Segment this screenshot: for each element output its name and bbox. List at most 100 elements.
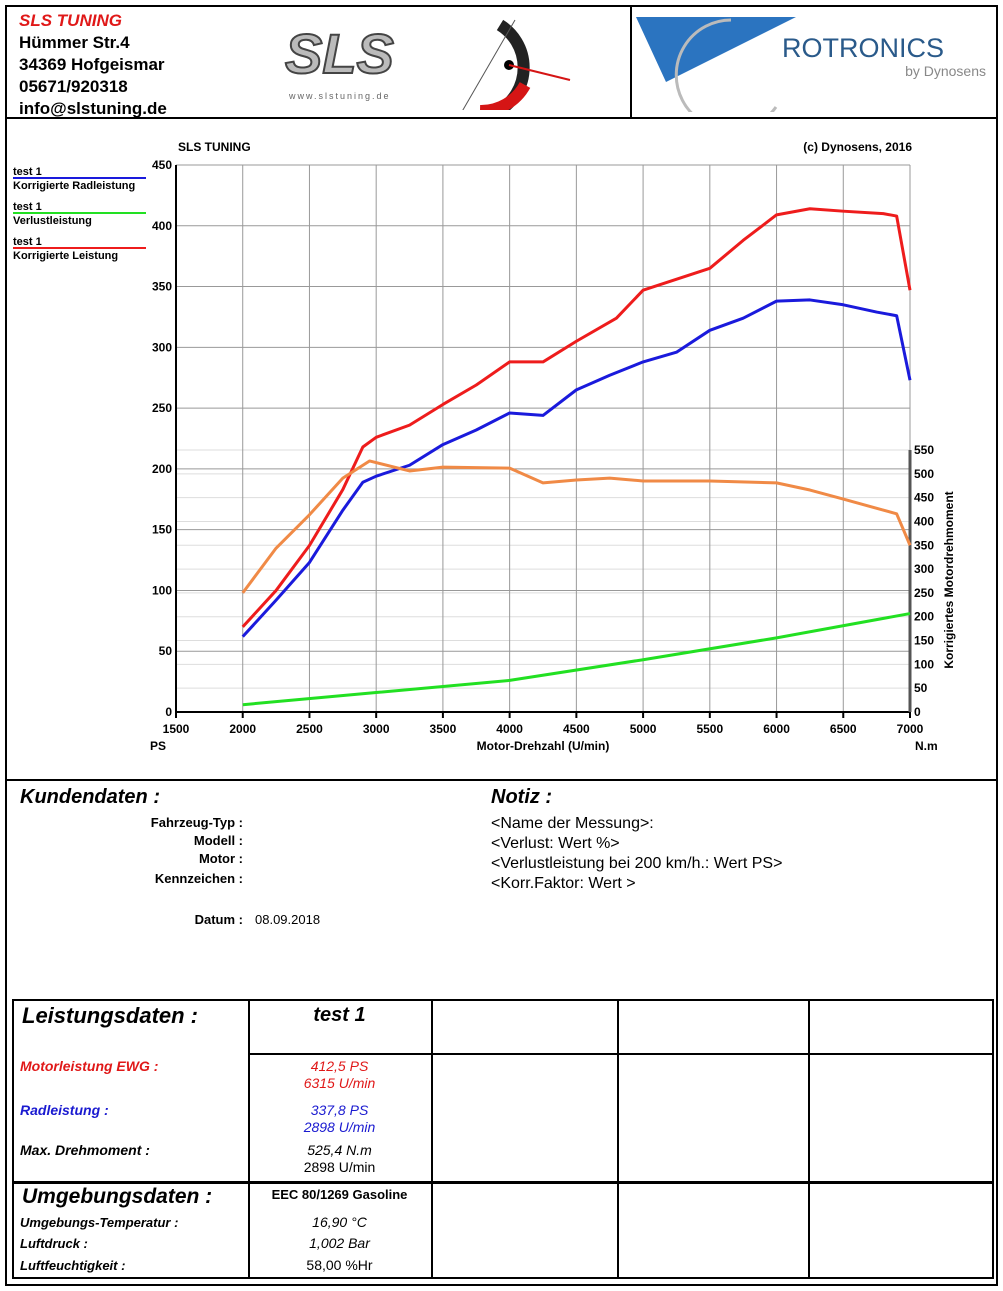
y-left-tick-label: 200 <box>152 462 172 476</box>
legend-label: Korrigierte Radleistung <box>13 180 135 192</box>
y-right-tick-label: 400 <box>914 514 934 528</box>
divider <box>5 779 998 781</box>
y-right-tick-label: 300 <box>914 562 934 576</box>
table-col-line <box>808 1001 810 1277</box>
run-name: test 1 <box>313 1004 366 1026</box>
wheel-power: 337,8 PS <box>310 1102 369 1118</box>
series-line-verlustleistung <box>242 612 911 707</box>
notes: <Name der Messung>: <Verlust: Wert %> <V… <box>491 814 782 894</box>
email: info@slstuning.de <box>19 99 167 118</box>
x-tick-label: 4500 <box>563 722 590 736</box>
y-left-tick-label: 0 <box>165 705 172 719</box>
x-tick-label: 3500 <box>430 722 457 736</box>
table-row-line <box>248 1053 992 1055</box>
series-line-korrigierte-leistung <box>241 207 912 628</box>
x-tick-label: 6000 <box>763 722 790 736</box>
torque: 525,4 N.m <box>307 1142 372 1158</box>
standard: EEC 80/1269 Gasoline <box>271 1187 408 1202</box>
note-line: <Korr.Faktor: Wert > <box>491 875 636 892</box>
y-left-tick-label: 400 <box>152 219 172 233</box>
sls-logo-url: www.slstuning.de <box>288 91 391 101</box>
y-right-tick-label: 200 <box>914 610 934 624</box>
engine-power: 412,5 PS <box>310 1058 369 1074</box>
table-col-line <box>248 1001 250 1277</box>
company-name: SLS TUNING <box>19 11 122 30</box>
engine-power-value: 412,5 PS 6315 U/min <box>248 1058 431 1092</box>
engine-rpm: 6315 U/min <box>303 1075 376 1091</box>
phone: 05671/920318 <box>19 77 128 96</box>
x-tick-label: 5000 <box>630 722 657 736</box>
page-frame <box>5 5 998 1286</box>
x-tick-label: 5500 <box>696 722 723 736</box>
sls-logo-text: SLS <box>285 22 394 85</box>
wheel-power-label: Radleistung : <box>20 1102 109 1118</box>
pressure-label: Luftdruck : <box>20 1236 88 1251</box>
y-left-tick-label: 100 <box>152 583 172 597</box>
legend-label: Verlustleistung <box>13 215 92 227</box>
note-line: <Verlustleistung bei 200 km/h.: Wert PS> <box>491 855 783 872</box>
rotronics-brand: ROTRONICS <box>782 33 944 63</box>
y-right-tick-label: 500 <box>914 467 934 481</box>
performance-title: Leistungsdaten : <box>22 1003 199 1028</box>
torque-value: 525,4 N.m 2898 U/min <box>248 1142 431 1176</box>
note-line: <Name der Messung>: <box>491 815 654 832</box>
y-right-tick-label: 450 <box>914 491 934 505</box>
y-left-tick-label: 150 <box>152 523 172 537</box>
divider <box>5 117 998 119</box>
x-tick-label: 3000 <box>363 722 390 736</box>
field-model: Modell : <box>193 833 243 848</box>
customer-title: Kundendaten : <box>20 786 160 808</box>
chart-copyright: (c) Dynosens, 2016 <box>803 140 912 154</box>
y-left-unit: PS <box>150 739 166 753</box>
x-tick-label: 2000 <box>229 722 256 736</box>
field-vehicle-type: Fahrzeug-Typ : <box>150 815 243 830</box>
y-right-tick-label: 550 <box>914 443 934 457</box>
x-tick-label: 2500 <box>296 722 323 736</box>
customer-fields: Fahrzeug-Typ : Modell : Motor : Kennzeic… <box>3 814 243 890</box>
legend-run: test 1 <box>13 201 42 213</box>
temp-label: Umgebungs-Temperatur : <box>20 1215 179 1230</box>
street: Hümmer Str.4 <box>19 33 130 52</box>
pressure-value: 1,002 Bar <box>309 1235 370 1251</box>
environment-title: Umgebungsdaten : <box>22 1185 213 1208</box>
y-left-tick-label: 350 <box>152 280 172 294</box>
rotronics-sub: by Dynosens <box>905 63 986 79</box>
x-tick-label: 6500 <box>830 722 857 736</box>
chart-title: SLS TUNING <box>178 140 251 154</box>
table-col-line <box>431 1001 433 1277</box>
y-left-tick-label: 250 <box>152 401 172 415</box>
company-address: SLS TUNING Hümmer Str.4 34369 Hofgeismar… <box>19 10 167 120</box>
y-left-tick-label: 50 <box>159 644 173 658</box>
y-right-tick-label: 50 <box>914 681 928 695</box>
series-line-korrigierte-radleistung <box>241 298 912 638</box>
rotronics-logo: ROTRONICS by Dynosens <box>636 12 992 132</box>
y-right-tick-label: 100 <box>914 657 934 671</box>
notes-title: Notiz : <box>491 786 553 808</box>
note-line: <Verlust: Wert %> <box>491 835 620 852</box>
humidity-value: 58,00 %Hr <box>306 1257 373 1273</box>
date-value: 08.09.2018 <box>255 912 321 927</box>
y-left-tick-label: 450 <box>152 158 172 172</box>
y-right-unit: N.m <box>915 739 938 753</box>
table-col-line <box>617 1001 619 1277</box>
temp-value: 16,90 °C <box>312 1214 367 1230</box>
y-right-tick-label: 350 <box>914 538 934 552</box>
series-line-korrigiertes-motordrehmoment <box>241 459 912 594</box>
wheel-rpm: 2898 U/min <box>303 1119 376 1135</box>
y-right-tick-label: 0 <box>914 705 921 719</box>
date-label: Datum : <box>194 912 243 927</box>
field-engine: Motor : <box>198 851 243 866</box>
humidity-label: Luftfeuchtigkeit : <box>20 1258 126 1273</box>
y-right-tick-label: 150 <box>914 634 934 648</box>
city: 34369 Hofgeismar <box>19 55 165 74</box>
table-row-line <box>14 1181 992 1184</box>
x-tick-label: 1500 <box>163 722 190 736</box>
legend-label: Korrigierte Leistung <box>13 250 118 262</box>
x-tick-label: 7000 <box>897 722 924 736</box>
divider <box>630 5 632 118</box>
dyno-chart: SLS TUNING (c) Dynosens, 2016 Motor-Dreh… <box>13 140 956 753</box>
field-plate: Kennzeichen : <box>154 871 243 886</box>
y-left-tick-label: 300 <box>152 340 172 354</box>
torque-rpm: 2898 U/min <box>303 1159 376 1175</box>
